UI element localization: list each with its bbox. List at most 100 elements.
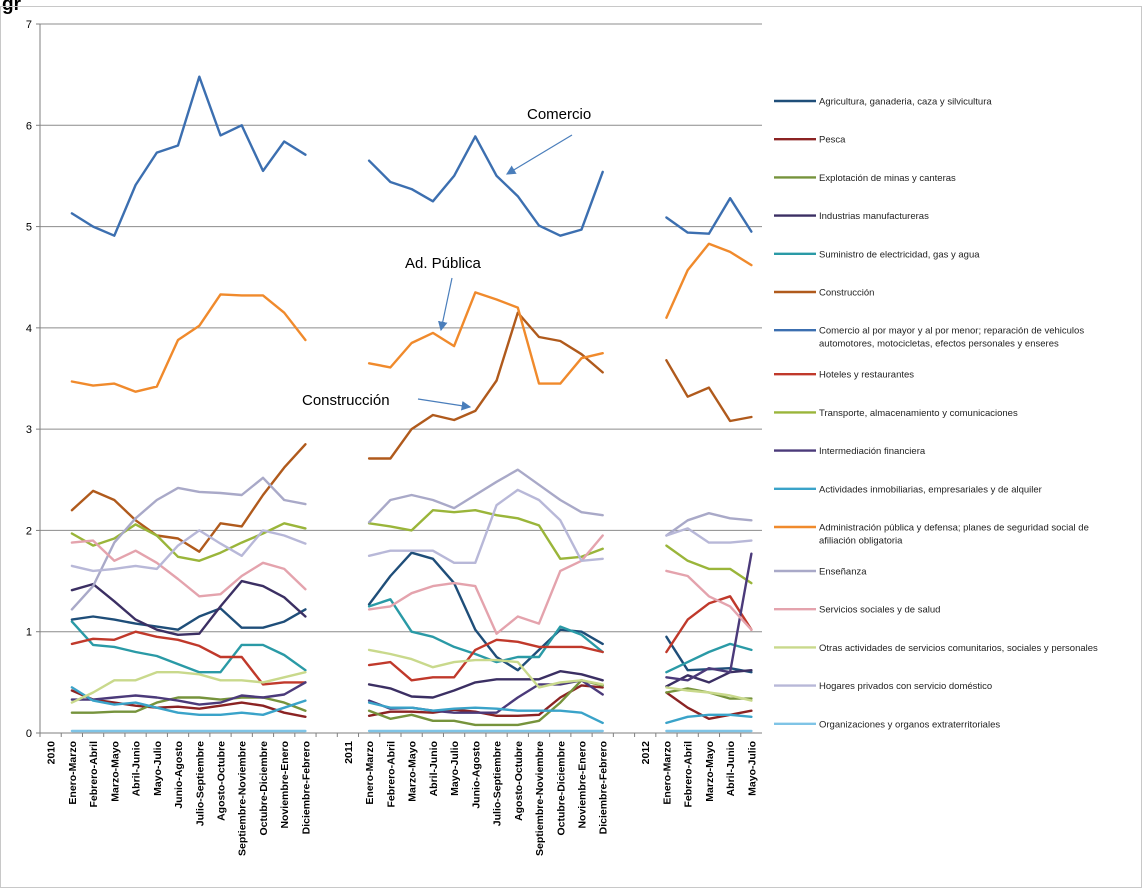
x-axis: 2010 Enero-Marzo Febrero-Abril Marzo-Mayo Ab… xyxy=(39,732,762,856)
series-line xyxy=(665,196,753,235)
legend-item: Otras actividades de servicios comunitar… xyxy=(774,643,1098,654)
x-tick-label: Abril-Junio xyxy=(725,741,737,796)
x-tick-label: Junio-Agosto xyxy=(470,741,482,809)
legend-label: Hoteles y restaurantes xyxy=(819,370,914,381)
x-tick-label: Febrero-Abril xyxy=(88,741,100,808)
x-tick-label: Agosto-Octubre xyxy=(216,741,228,821)
y-tick-label: 2 xyxy=(26,525,32,537)
legend-item: Transporte, almacenamiento y comunicacio… xyxy=(774,408,1018,419)
grid-lines xyxy=(40,23,762,633)
legend-item: Intermediación financiera xyxy=(774,446,926,457)
legend-label: Industrias manufactureras xyxy=(819,211,929,222)
x-tick-label: Abril-Junio xyxy=(428,741,440,796)
x-tick-label: Septiembre-Noviembre xyxy=(534,741,546,856)
series-line xyxy=(665,512,753,537)
y-tick-label: 3 xyxy=(26,424,32,436)
series-line xyxy=(665,642,753,674)
annotation-label: Ad. Pública xyxy=(405,255,482,272)
x-tick-label: 2012 xyxy=(640,741,652,765)
y-axis: 0 1 2 3 4 5 6 7 xyxy=(26,19,41,740)
series-line xyxy=(70,671,307,704)
series-line xyxy=(665,552,753,682)
series-line xyxy=(70,476,307,611)
legend-label: Hogares privados con servicio doméstico xyxy=(819,681,992,692)
legend-label: Intermediación financiera xyxy=(819,446,926,457)
legend-item: Suministro de electricidad, gas y agua xyxy=(774,249,980,260)
series-line xyxy=(367,670,604,699)
series-line xyxy=(665,686,753,702)
series-line xyxy=(367,311,604,460)
legend-item: Hogares privados con servicio doméstico xyxy=(774,681,992,692)
x-tick-label: Febrero-Abril xyxy=(683,741,695,808)
series-lines xyxy=(70,75,753,733)
series-line xyxy=(70,529,307,573)
x-tick-label: Enero-Marzo xyxy=(661,741,673,805)
y-tick-label: 0 xyxy=(26,728,32,740)
series-line xyxy=(367,468,604,524)
legend-item: Hoteles y restaurantes xyxy=(774,370,914,381)
x-tick-label: Marzo-Mayo xyxy=(407,741,419,802)
legend-label: Actividades inmobiliarias, empresariales… xyxy=(819,484,1042,495)
series-line xyxy=(367,509,604,560)
legend-label: Suministro de electricidad, gas y agua xyxy=(819,249,980,260)
legend-item: Construcción xyxy=(774,288,874,299)
x-tick-label: Mayo-Julio xyxy=(152,741,164,796)
series-line xyxy=(367,534,604,635)
series-line xyxy=(70,443,307,553)
series-line xyxy=(367,135,604,237)
x-tick-label: Diciembre-Febrero xyxy=(300,741,312,834)
series-line xyxy=(367,638,604,682)
series-line xyxy=(367,488,604,564)
legend-item: Actividades inmobiliarias, empresariales… xyxy=(774,484,1042,495)
x-tick-label: Mayo-Julio xyxy=(746,741,758,796)
x-tick-label: Enero-Marzo xyxy=(67,741,79,805)
legend-label: Otras actividades de servicios comunitar… xyxy=(819,643,1098,654)
y-tick-label: 5 xyxy=(26,222,32,234)
x-tick-label: Agosto-Octubre xyxy=(513,741,525,821)
title-bar: gr xyxy=(0,0,1144,20)
series-line xyxy=(367,291,604,385)
legend-label: Transporte, almacenamiento y comunicacio… xyxy=(819,408,1018,419)
y-tick-label: 7 xyxy=(26,19,32,31)
series-line xyxy=(665,527,753,544)
legend-label: Comercio al por mayor y al por menor; re… xyxy=(819,326,1084,337)
annotations: Comercio Ad. Pública Construcción xyxy=(302,106,591,411)
x-tick-label: Diciembre-Febrero xyxy=(598,741,610,834)
series-line xyxy=(367,679,604,727)
series-line xyxy=(367,551,604,672)
legend-label: Agricultura, ganaderia, caza y silvicult… xyxy=(819,97,992,108)
legend-label: afiliación obligatoria xyxy=(819,536,903,547)
series-line xyxy=(367,598,604,664)
series-line xyxy=(367,701,604,725)
legend-label: Administración pública y defensa; planes… xyxy=(819,523,1089,534)
series-line xyxy=(70,630,307,686)
legend-label: Construcción xyxy=(819,288,874,299)
series-line xyxy=(665,691,753,720)
series-line xyxy=(70,607,307,631)
series-line xyxy=(70,579,307,636)
series-line xyxy=(70,686,307,716)
legend-item: Explotación de minas y canteras xyxy=(774,173,956,184)
y-tick-label: 1 xyxy=(26,627,32,639)
series-line xyxy=(367,648,604,689)
legend-item: Administración pública y defensa; planes… xyxy=(774,523,1089,547)
series-line xyxy=(665,713,753,725)
annotation-arrow xyxy=(417,398,472,411)
x-tick-label: 2010 xyxy=(46,741,58,765)
legend-label: Enseñanza xyxy=(819,567,867,578)
x-tick-label: Julio-Septiembre xyxy=(194,741,206,826)
x-tick-label: Marzo-Mayo xyxy=(109,741,121,802)
chart-title: gr xyxy=(2,0,21,15)
series-line xyxy=(70,293,307,393)
annotation-arrow xyxy=(505,134,573,175)
series-line xyxy=(70,75,307,237)
x-tick-label: Octubre-Diciembre xyxy=(555,741,567,836)
series-line xyxy=(665,242,753,319)
x-tick-label: Julio-Septiembre xyxy=(492,741,504,826)
legend-label: Servicios sociales y de salud xyxy=(819,605,940,616)
series-line xyxy=(70,689,307,718)
x-tick-label: Noviembre-Enero xyxy=(577,741,589,829)
legend-item: Servicios sociales y de salud xyxy=(774,605,940,616)
series-line xyxy=(665,595,753,654)
